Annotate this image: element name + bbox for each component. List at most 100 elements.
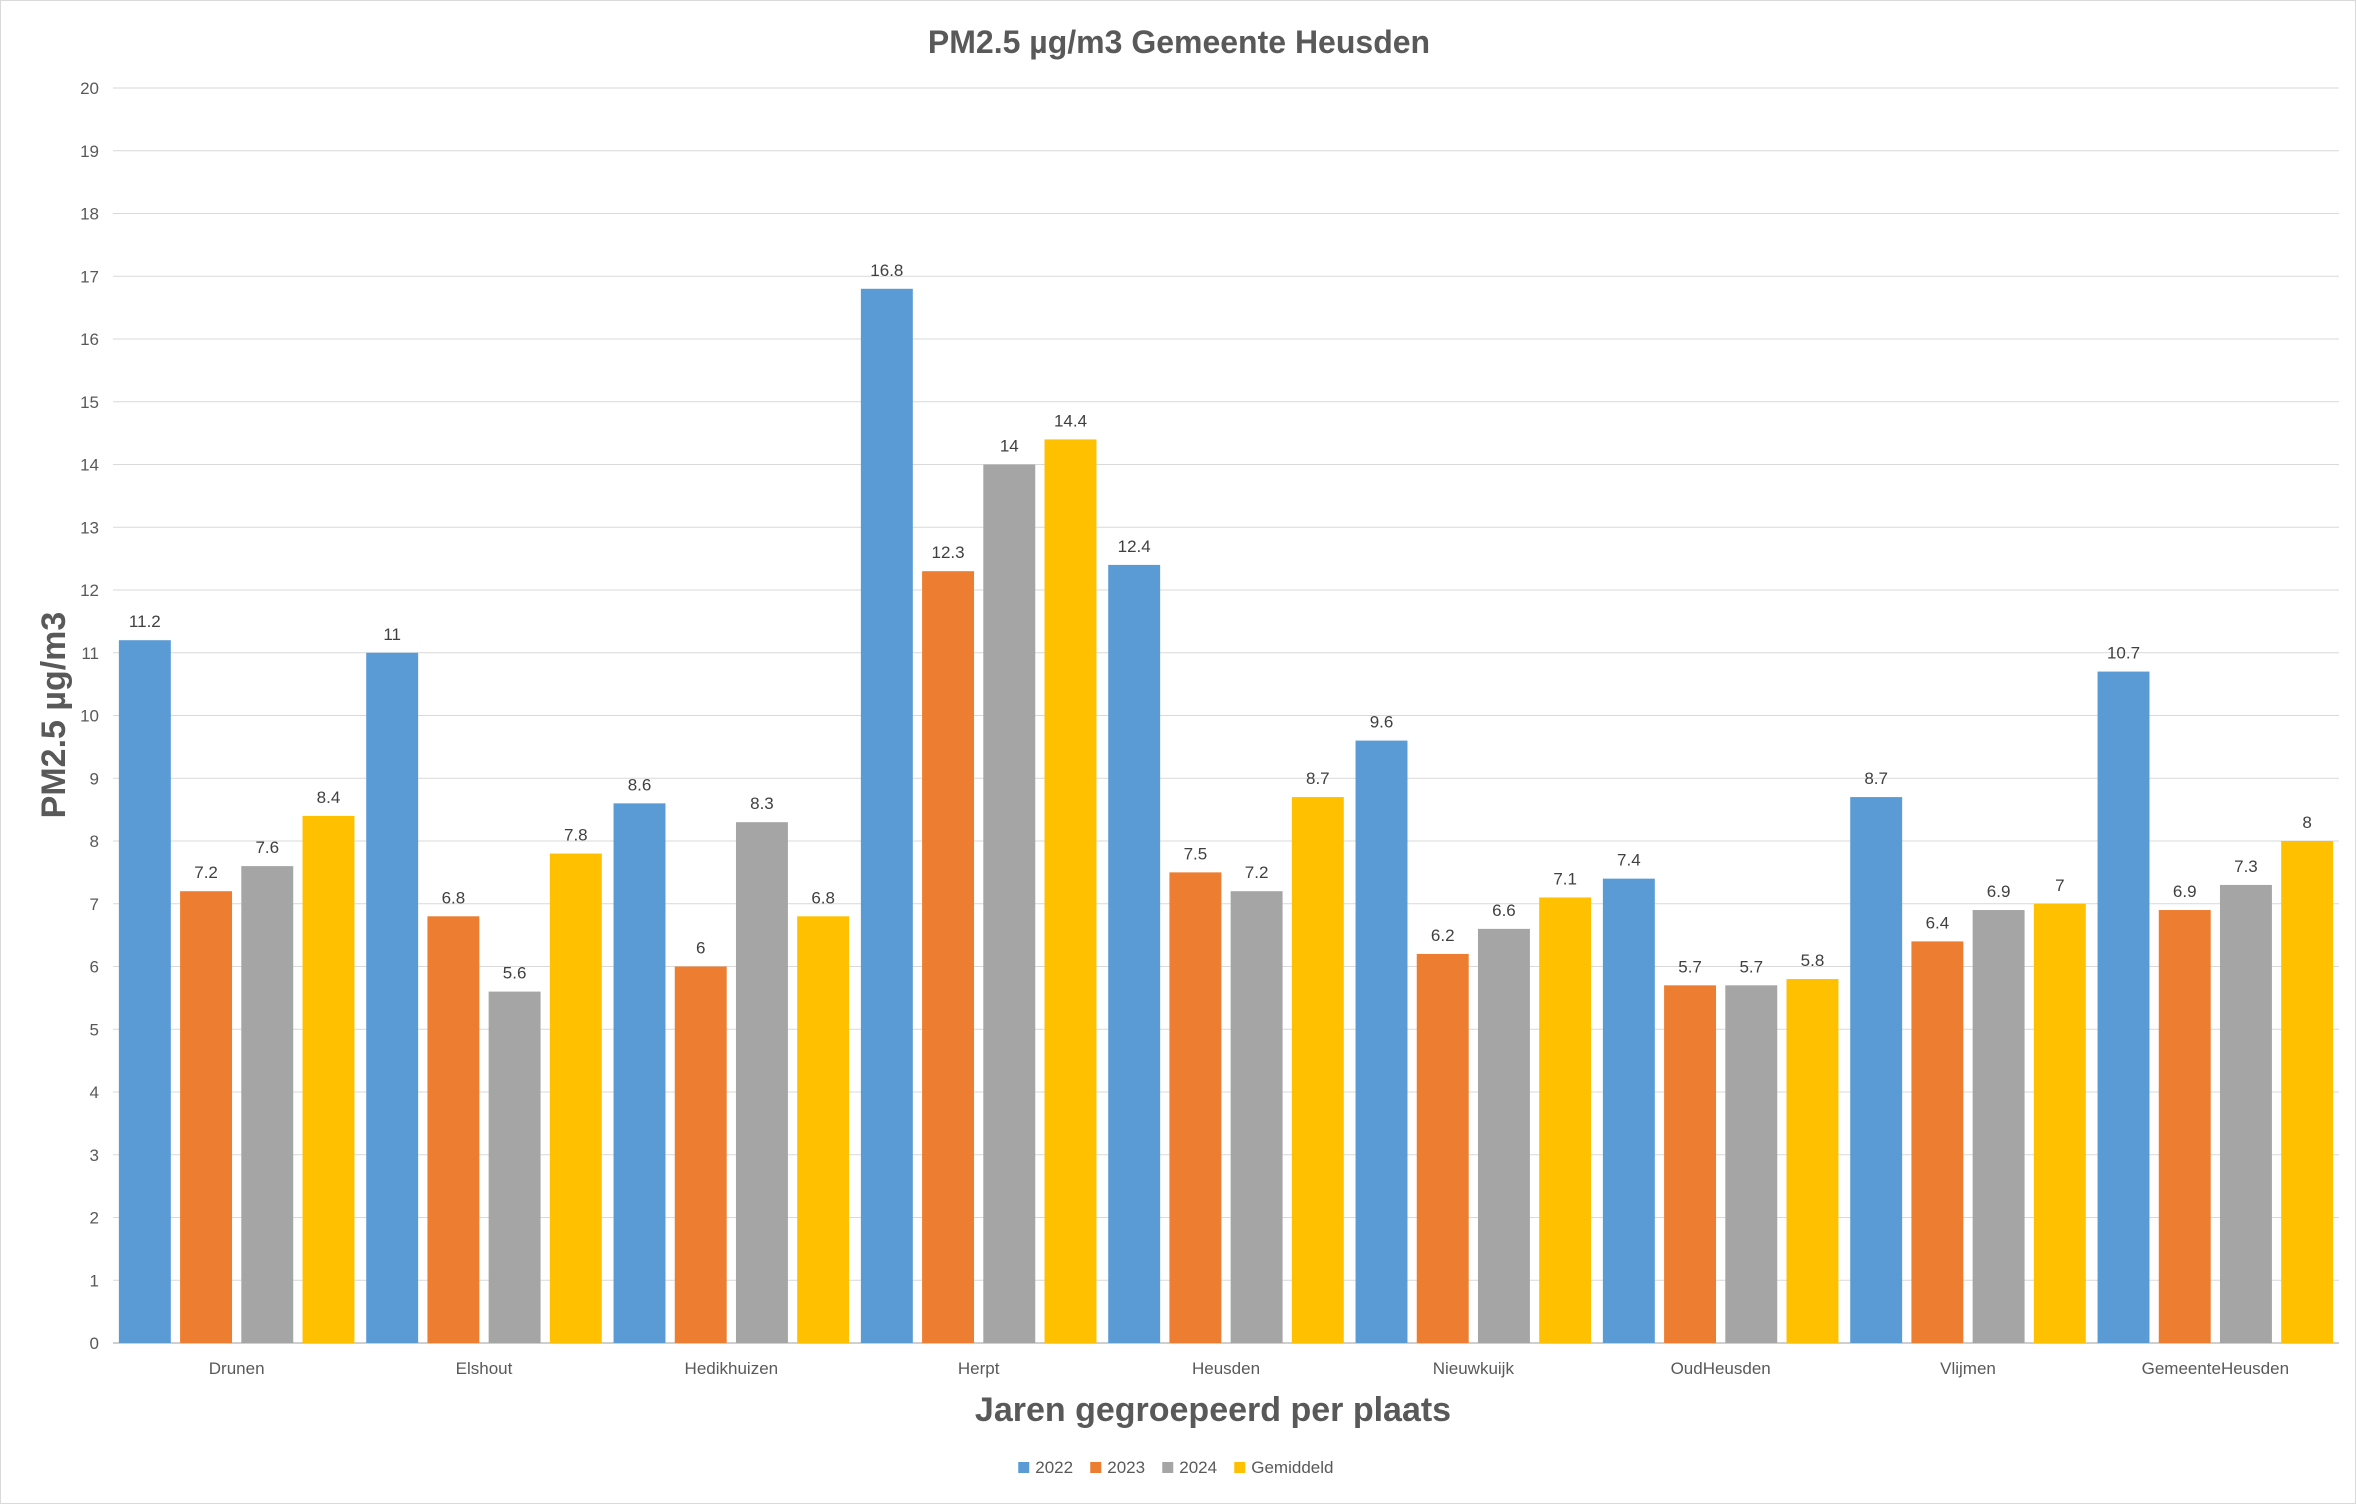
x-tick-label: Herpt — [958, 1359, 1000, 1378]
data-label: 6.2 — [1431, 926, 1455, 945]
bar-hedikhuizen-gemiddeld — [797, 916, 850, 1343]
bar-vlijmen-2024 — [1972, 910, 2025, 1343]
y-tick-label: 16 — [80, 330, 99, 349]
data-label: 7.2 — [194, 863, 218, 882]
y-tick-label: 2 — [90, 1209, 99, 1228]
bar-vlijmen-2022 — [1850, 797, 1903, 1343]
x-axis-ticks: Drunen Elshout Hedikhuizen Herpt Heusden Nieu… — [209, 1359, 2289, 1378]
data-label: 14 — [1000, 437, 1019, 456]
bar-heusden-2024 — [1230, 891, 1283, 1343]
bar-elshout-2023 — [427, 916, 480, 1343]
y-tick-label: 11 — [81, 644, 99, 663]
data-label: 11.2 — [129, 612, 161, 631]
bar-gemeenteheusden-2024 — [2219, 884, 2272, 1343]
data-label: 7 — [2055, 876, 2064, 895]
data-label: 7.3 — [2234, 857, 2258, 876]
y-tick-label: 10 — [80, 707, 99, 726]
bar-vlijmen-2023 — [1911, 941, 1964, 1343]
bar-gemeenteheusden-gemiddeld — [2281, 841, 2334, 1343]
y-tick-label: 6 — [90, 958, 99, 977]
bar-heusden-gemiddeld — [1291, 797, 1344, 1343]
data-label: 7.6 — [255, 838, 279, 857]
chart-title: PM2.5 µg/m3 Gemeente Heusden — [928, 24, 1430, 60]
y-tick-label: 13 — [80, 518, 99, 537]
legend: 2022 2023 2024 Gemiddeld — [1018, 1458, 1333, 1477]
bar-heusden-2023 — [1169, 872, 1222, 1343]
legend-label: 2023 — [1107, 1458, 1145, 1477]
y-tick-label: 7 — [90, 895, 99, 914]
bar-elshout-2024 — [488, 991, 541, 1343]
y-tick-label: 4 — [90, 1083, 99, 1102]
data-label: 5.8 — [1801, 951, 1825, 970]
data-label: 6.8 — [442, 888, 466, 907]
data-label: 6.9 — [1987, 882, 2011, 901]
data-label: 10.7 — [2107, 644, 2140, 663]
y-tick-label: 8 — [90, 832, 99, 851]
legend-swatch-2024 — [1162, 1462, 1174, 1473]
bar-elshout-2022 — [366, 652, 419, 1343]
bar-drunen-2023 — [180, 891, 233, 1343]
bar-hedikhuizen-2024 — [735, 822, 788, 1343]
bar-nieuwkuijk-2024 — [1477, 928, 1530, 1343]
data-label: 8.7 — [1306, 769, 1330, 788]
data-label: 6.4 — [1926, 913, 1950, 932]
bar-herpt-gemiddeld — [1044, 439, 1097, 1343]
data-label: 12.4 — [1118, 537, 1151, 556]
y-tick-label: 0 — [90, 1334, 99, 1353]
bar-oudheusden-gemiddeld — [1786, 979, 1839, 1343]
bar-oudheusden-2022 — [1602, 878, 1655, 1343]
x-tick-label: Heusden — [1192, 1359, 1260, 1378]
data-label: 8.7 — [1864, 769, 1888, 788]
y-tick-label: 18 — [80, 205, 99, 224]
data-label: 6.6 — [1492, 901, 1516, 920]
data-label: 6.8 — [811, 888, 835, 907]
y-tick-label: 14 — [80, 456, 99, 475]
legend-swatch-gemiddeld — [1234, 1462, 1246, 1473]
x-tick-label: Drunen — [209, 1359, 265, 1378]
y-tick-label: 3 — [90, 1146, 99, 1165]
x-tick-label: GemeenteHeusden — [2142, 1359, 2289, 1378]
bar-gemeenteheusden-2023 — [2158, 910, 2211, 1343]
data-label: 7.1 — [1553, 869, 1577, 888]
bar-drunen-2022 — [118, 640, 171, 1343]
data-label: 12.3 — [932, 543, 965, 562]
data-label: 5.7 — [1739, 957, 1763, 976]
y-tick-label: 19 — [80, 142, 99, 161]
bar-drunen-gemiddeld — [302, 815, 355, 1343]
legend-swatch-2022 — [1018, 1462, 1030, 1473]
x-tick-label: Vlijmen — [1940, 1359, 1996, 1378]
data-label: 9.6 — [1370, 713, 1394, 732]
bar-oudheusden-2023 — [1664, 985, 1717, 1343]
data-label: 8.4 — [317, 788, 341, 807]
bar-hedikhuizen-2022 — [613, 803, 666, 1343]
x-tick-label: OudHeusden — [1671, 1359, 1771, 1378]
legend-swatch-2023 — [1090, 1462, 1102, 1473]
bar-herpt-2023 — [922, 571, 975, 1343]
bar-nieuwkuijk-2022 — [1355, 740, 1408, 1343]
y-tick-label: 15 — [80, 393, 99, 412]
data-label: 8.3 — [750, 794, 774, 813]
data-label: 5.6 — [503, 964, 527, 983]
y-tick-label: 9 — [90, 769, 99, 788]
data-label: 5.7 — [1678, 957, 1702, 976]
bar-vlijmen-gemiddeld — [2033, 903, 2086, 1343]
bar-elshout-gemiddeld — [549, 853, 602, 1343]
data-label: 8 — [2302, 813, 2311, 832]
bar-gemeenteheusden-2022 — [2097, 671, 2150, 1343]
data-label: 6.9 — [2173, 882, 2197, 901]
data-labels: 11.2 7.2 7.6 8.4 11 6.8 5.6 7.8 8.6 6 8.3 6.8 16.8 12… — [129, 261, 2312, 983]
data-label: 7.4 — [1617, 851, 1641, 870]
y-tick-label: 12 — [80, 581, 99, 600]
y-tick-label: 17 — [80, 267, 99, 286]
y-tick-label: 1 — [90, 1271, 99, 1290]
data-label: 16.8 — [870, 261, 903, 280]
x-axis-title: Jaren gegroepeerd per plaats — [975, 1391, 1451, 1429]
bar-heusden-2022 — [1108, 564, 1161, 1343]
legend-label: 2022 — [1035, 1458, 1073, 1477]
data-label: 7.5 — [1184, 844, 1208, 863]
data-label: 14.4 — [1054, 411, 1087, 430]
y-tick-label: 5 — [90, 1020, 99, 1039]
data-label: 7.2 — [1245, 863, 1269, 882]
